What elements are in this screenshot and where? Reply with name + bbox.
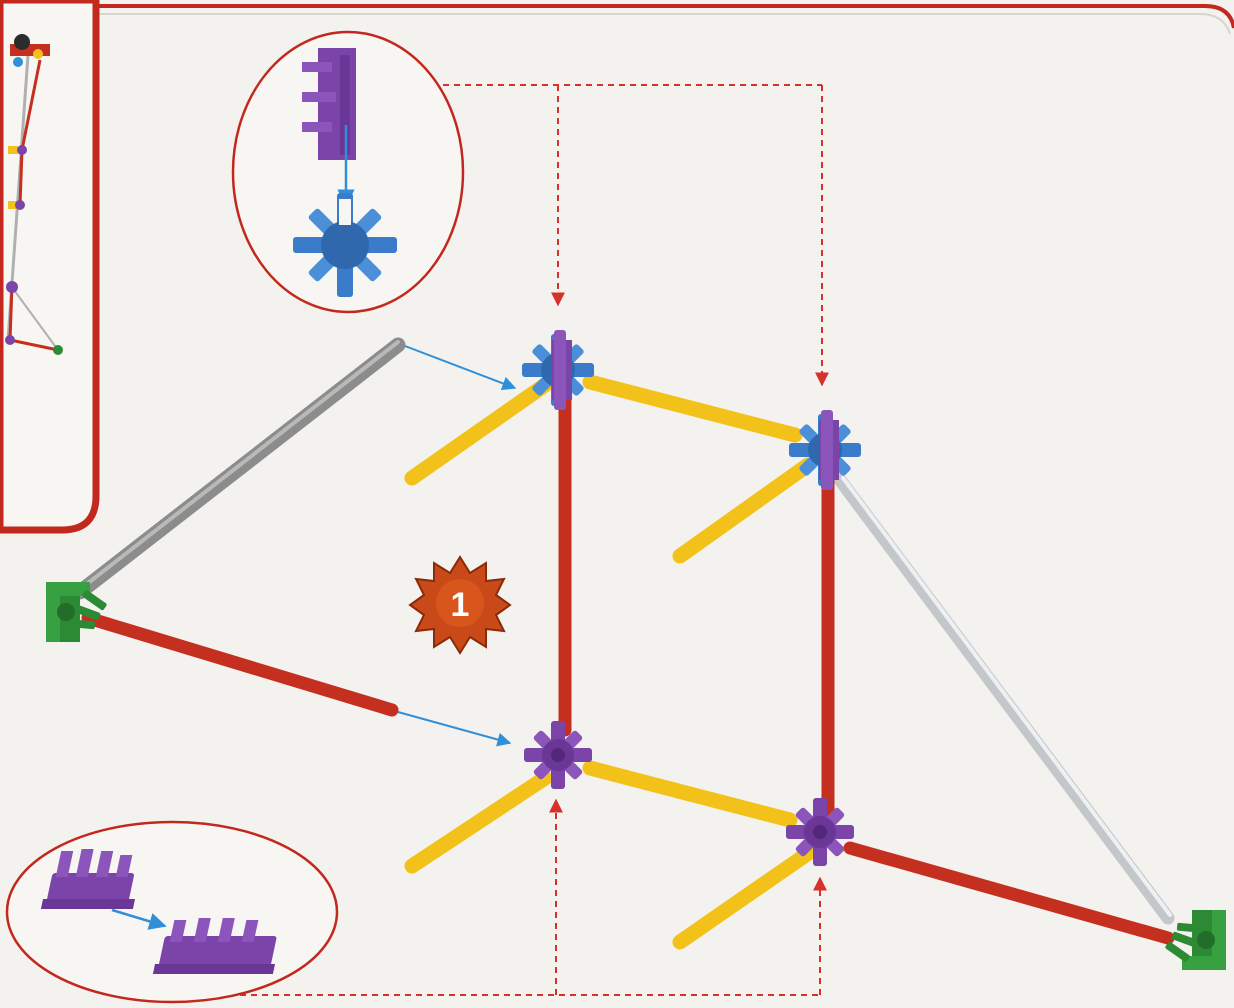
step-badge: 1 <box>408 555 512 655</box>
purple-onto-purple-connector-icon <box>40 849 277 974</box>
arrow-gray-rod-insert <box>404 345 517 391</box>
frame-border-top-inner <box>98 13 1231 35</box>
overview-panel <box>0 0 100 534</box>
overview-tower-thumbnail <box>5 34 63 355</box>
yellow-rod-top <box>582 374 803 443</box>
gray-rod <box>72 337 406 600</box>
rods <box>72 337 1175 950</box>
zoom-detail-bottom <box>5 820 339 1004</box>
white-rod <box>833 473 1175 925</box>
insert-arrows <box>397 345 517 747</box>
yellow-rod-bottom <box>582 760 798 828</box>
yellow-rod-stub-4 <box>672 844 818 950</box>
yellow-rod-stub-3 <box>404 770 553 874</box>
step-number: 1 <box>451 586 470 624</box>
red-rod-lower-left <box>81 611 399 717</box>
purple-onto-blue-connector-icon <box>293 48 397 297</box>
yellow-rod-stub-2 <box>672 457 816 564</box>
arrow-red-rod-insert <box>397 711 512 747</box>
red-rod-lower-right <box>843 841 1175 945</box>
yellow-rod-stub-1 <box>404 377 553 486</box>
guide-lines <box>240 84 829 996</box>
frame-border-top <box>98 4 1234 29</box>
zoom-detail-top <box>231 30 465 314</box>
